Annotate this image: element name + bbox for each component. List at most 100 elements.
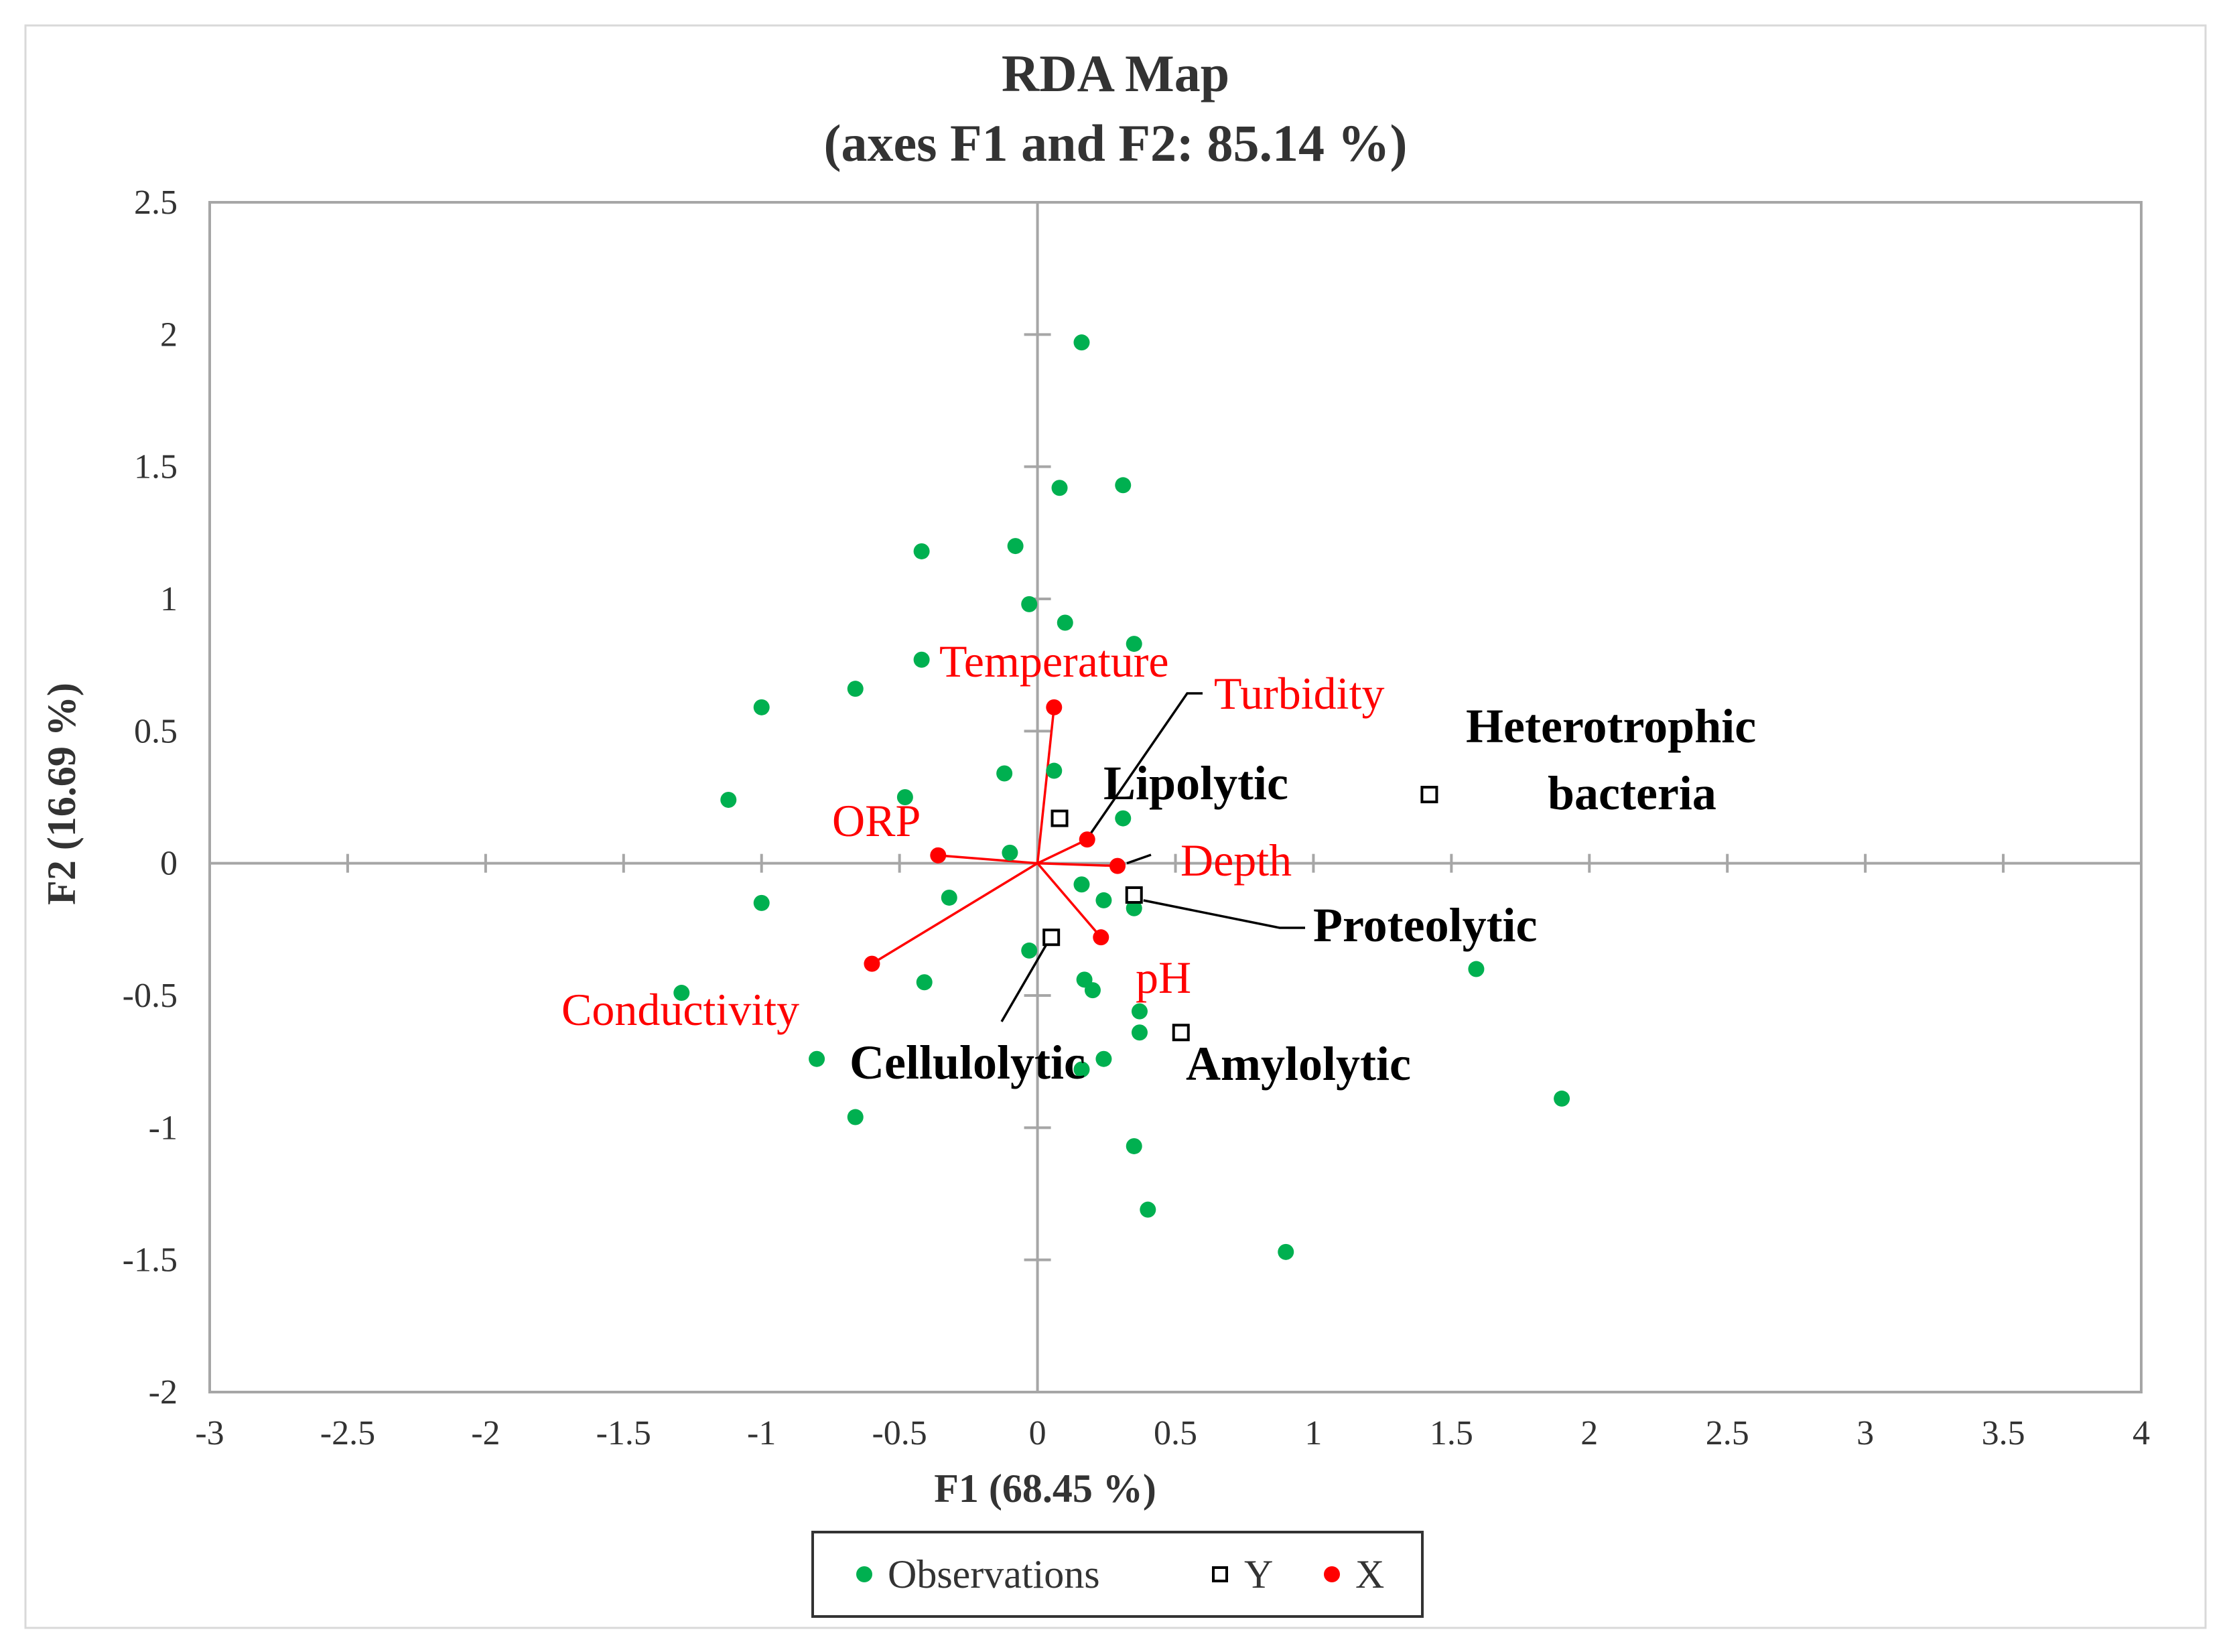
x-vector-line	[871, 862, 1038, 965]
turbidity-leader	[1090, 692, 1203, 834]
x-variable-marker	[864, 955, 880, 972]
conductivity-label: Conductivity	[561, 984, 799, 1035]
x-vector-line	[1036, 838, 1088, 865]
x-tick-label: -2.5	[320, 1414, 375, 1452]
legend-y-label: Y	[1244, 1552, 1273, 1596]
observation-point	[847, 1109, 864, 1125]
observation-point	[1073, 1061, 1090, 1078]
y-variable-marker	[1420, 786, 1438, 804]
observation-point	[1095, 1050, 1112, 1067]
x-vector-line	[1037, 862, 1118, 868]
x-variable-marker	[1109, 857, 1126, 874]
turbidity-label: Turbidity	[1214, 668, 1384, 719]
y-tick-label: 2.5	[134, 184, 178, 222]
x-tick-label: 1	[1304, 1414, 1322, 1452]
chart-subtitle: (axes F1 and F2: 85.14 %)	[824, 114, 1408, 172]
x-vector-line	[938, 854, 1038, 865]
variable-markers	[864, 699, 1438, 1042]
x-tick-label: 3	[1856, 1414, 1874, 1452]
proteolytic-leader	[1143, 899, 1305, 929]
observation-point	[996, 765, 1013, 782]
observation-point	[1002, 844, 1018, 861]
orp-label: ORP	[832, 795, 921, 846]
bacteria-label: bacteria	[1548, 766, 1716, 820]
x-tick-label: 1.5	[1430, 1414, 1473, 1452]
y-variable-marker	[1042, 928, 1061, 947]
observation-point	[753, 699, 770, 715]
x-tick-label: 0.5	[1154, 1414, 1197, 1452]
observation-point	[1115, 810, 1132, 827]
y-variable-marker	[1172, 1024, 1190, 1042]
x-vector-line	[1036, 707, 1056, 864]
x-tick-label: -3	[195, 1414, 224, 1452]
observation-point	[1095, 892, 1112, 908]
observation-point	[720, 791, 737, 808]
plot-area	[208, 201, 2143, 1393]
observation-point	[753, 894, 770, 911]
x-tick-label: -1	[747, 1414, 776, 1452]
x-tick-label: -0.5	[872, 1414, 927, 1452]
observation-point	[1046, 762, 1063, 779]
x-tick-label: 4	[2133, 1414, 2150, 1452]
x-tick-label: 2.5	[1706, 1414, 1749, 1452]
legend-y-marker	[1212, 1566, 1228, 1582]
label-leader-lines	[1000, 692, 1305, 1022]
observation-point	[896, 789, 913, 805]
observation-point	[916, 974, 933, 991]
y-tick-label: -0.5	[123, 977, 178, 1015]
observation-point	[941, 889, 957, 906]
observation-points	[673, 334, 1570, 1260]
biplot-vectors	[871, 707, 1118, 965]
x-variable-marker	[1079, 831, 1095, 848]
x-tick-label: 2	[1580, 1414, 1598, 1452]
x-tick-label: -2	[471, 1414, 500, 1452]
cellulolytic-label: Cellulolytic	[850, 1036, 1085, 1089]
observation-point	[1073, 876, 1090, 893]
ph-label: pH	[1136, 952, 1191, 1003]
observation-point	[1051, 480, 1068, 496]
observation-point	[1084, 982, 1101, 999]
depth-leader	[1126, 853, 1152, 865]
lipolytic-label: Lipolytic	[1103, 756, 1288, 810]
observation-point	[1126, 900, 1142, 916]
y-tick-label: 2	[160, 316, 178, 354]
observation-point	[1021, 596, 1038, 612]
observation-point	[1073, 334, 1090, 351]
x-tick-label: 3.5	[1982, 1414, 2025, 1452]
y-variable-marker	[1125, 886, 1143, 904]
observation-point	[1021, 942, 1038, 959]
x-axis-label: F1 (68.45 %)	[934, 1466, 1156, 1511]
x-tick-label: 0	[1029, 1414, 1046, 1452]
x-variable-marker	[930, 847, 947, 864]
observation-point	[913, 651, 930, 668]
y-tick-label: 0.5	[134, 712, 178, 750]
observation-point	[1140, 1201, 1156, 1218]
observation-point	[1131, 1003, 1148, 1020]
observation-point	[1057, 614, 1073, 631]
depth-label: Depth	[1180, 835, 1292, 886]
x-variable-marker	[1046, 699, 1063, 715]
x-variable-marker	[1093, 929, 1109, 946]
temperature-label: Temperature	[939, 636, 1169, 687]
observation-point	[847, 681, 864, 697]
observation-point	[1131, 1024, 1148, 1041]
y-tick-label: 1	[160, 580, 178, 618]
observation-point	[809, 1050, 825, 1067]
amylolytic-label: Amylolytic	[1186, 1037, 1411, 1091]
legend-box	[811, 1531, 1424, 1618]
observation-point	[1115, 477, 1132, 494]
observation-point	[1278, 1243, 1294, 1260]
observation-point	[913, 543, 930, 559]
legend-observations-marker	[856, 1566, 872, 1582]
observation-point	[1126, 636, 1142, 652]
observation-point	[1468, 961, 1485, 977]
y-tick-label: -2	[149, 1373, 178, 1412]
y-variable-marker	[1051, 809, 1069, 827]
observation-point	[1007, 538, 1024, 555]
y-tick-label: 1.5	[134, 448, 178, 486]
observation-point	[1126, 1138, 1142, 1154]
y-axis-label: F2 (16.69 %)	[40, 683, 84, 905]
y-tick-label: -1.5	[123, 1241, 178, 1280]
y-tick-label: -1	[149, 1109, 178, 1147]
